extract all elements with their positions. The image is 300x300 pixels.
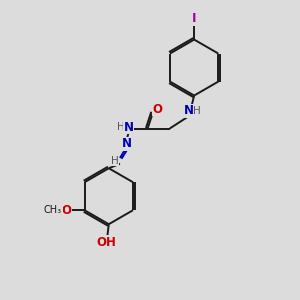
Text: O: O — [152, 103, 162, 116]
Text: H: H — [111, 156, 119, 166]
Text: H: H — [193, 106, 201, 116]
Text: OH: OH — [96, 236, 116, 249]
Text: H: H — [117, 122, 125, 132]
Text: N: N — [184, 104, 194, 117]
Text: N: N — [122, 137, 131, 150]
Text: I: I — [192, 12, 196, 25]
Text: CH₃: CH₃ — [44, 205, 62, 215]
Text: N: N — [124, 121, 134, 134]
Text: O: O — [61, 204, 71, 217]
